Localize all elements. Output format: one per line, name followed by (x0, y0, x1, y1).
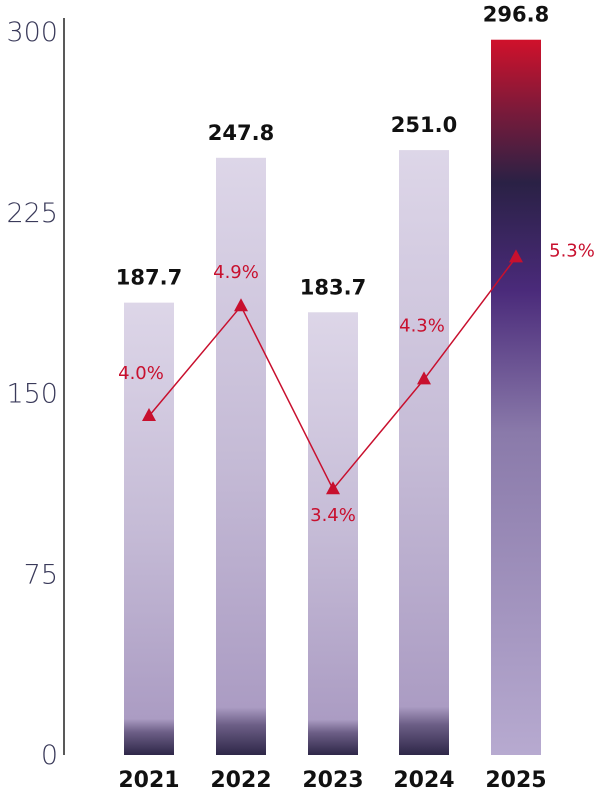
bar-value-label: 251.0 (391, 113, 457, 137)
growth-marker (326, 481, 340, 495)
growth-marker (234, 298, 248, 312)
growth-label: 4.3% (399, 315, 445, 336)
x-tick-label: 2024 (393, 768, 454, 793)
bar (308, 312, 358, 755)
bar-value-label: 247.8 (208, 121, 274, 145)
y-tick-label: 150 (6, 379, 58, 410)
bar (491, 39, 541, 756)
bar-value-label: 187.7 (116, 266, 182, 290)
bar-value-label: 183.7 (300, 275, 366, 299)
y-tick-label: 300 (6, 17, 58, 48)
growth-label: 4.9% (213, 262, 259, 283)
bar-value-label: 296.8 (483, 3, 549, 27)
growth-marker (417, 371, 431, 385)
x-tick-label: 2022 (210, 768, 271, 793)
bar (399, 150, 449, 756)
growth-label: 4.0% (118, 363, 164, 384)
x-tick-label: 2025 (485, 768, 546, 793)
growth-marker (142, 408, 156, 421)
y-tick-label: 75 (24, 559, 58, 590)
bar (216, 157, 266, 755)
y-tick-label: 225 (6, 198, 58, 229)
x-tick-label: 2021 (118, 768, 179, 793)
growth-label: 5.3% (549, 240, 595, 261)
bar (124, 302, 174, 755)
growth-label: 3.4% (310, 505, 356, 526)
y-tick-label: 0 (41, 740, 58, 771)
x-tick-label: 2023 (302, 768, 363, 793)
growth-marker (509, 249, 523, 263)
